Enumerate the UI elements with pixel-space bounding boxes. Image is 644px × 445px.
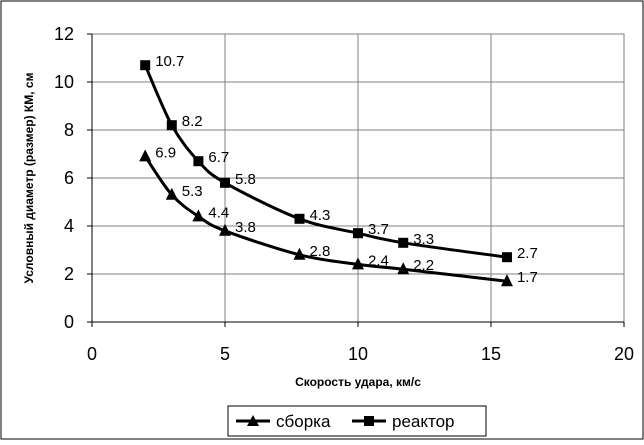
x-tick-label: 10	[348, 344, 368, 364]
data-point-square	[220, 177, 230, 188]
data-label-assembly: 2.4	[368, 252, 389, 269]
data-label-assembly: 1.7	[517, 269, 538, 286]
data-label-assembly: 2.8	[309, 243, 330, 260]
y-tick-label: 2	[64, 264, 74, 284]
data-label-assembly: 5.3	[182, 183, 203, 200]
x-tick-label: 20	[614, 344, 634, 364]
x-tick-label: 15	[481, 344, 501, 364]
data-point-square	[398, 237, 409, 248]
data-point-triangle	[192, 209, 205, 222]
y-tick-label: 6	[64, 168, 74, 188]
legend: сборка реактор	[227, 405, 487, 437]
data-label-assembly: 4.4	[208, 204, 229, 221]
y-axis-title: Условный диаметр (размер) КМ, см	[22, 72, 36, 283]
data-point-triangle	[293, 247, 306, 260]
x-tick-label: 5	[220, 344, 230, 364]
data-label-assembly: 2.2	[413, 257, 434, 274]
data-label-reactor: 5.8	[235, 171, 256, 188]
y-tick-label: 10	[54, 72, 74, 92]
data-point-square	[193, 156, 204, 167]
legend-marker-square	[364, 416, 374, 426]
data-point-triangle	[397, 262, 410, 275]
data-point-triangle	[139, 149, 152, 162]
data-label-assembly: 3.8	[235, 219, 256, 236]
y-tick-label: 4	[64, 216, 74, 236]
data-point-triangle	[500, 274, 513, 287]
data-label-reactor: 4.3	[309, 207, 330, 224]
data-point-triangle	[219, 223, 231, 236]
y-tick-label: 8	[64, 120, 74, 140]
axes: 0 5 10 15 20 0 2 4 6 8 10 12	[54, 24, 634, 364]
data-labels: 6.9 5.3 4.4 3.8 2.8 2.4 2.2 1.7 10.7 8.2 6.7 5.8 4.3…	[155, 53, 538, 286]
legend-marker-triangle	[247, 415, 259, 426]
data-point-triangle	[165, 187, 178, 200]
gridlines	[92, 34, 624, 322]
data-point-square	[294, 213, 305, 224]
data-label-reactor: 2.7	[517, 245, 538, 262]
legend-label-reactor: реактор	[392, 412, 455, 431]
legend-label-assembly: сборка	[276, 412, 331, 431]
data-label-assembly: 6.9	[155, 144, 176, 161]
data-point-square	[140, 60, 151, 71]
data-label-reactor: 3.7	[368, 221, 389, 238]
data-point-triangle	[352, 257, 364, 270]
x-axis-title: Скорость удара, км/с	[295, 375, 421, 389]
x-tick-label: 0	[87, 344, 97, 364]
series-group	[139, 60, 513, 287]
y-tick-label: 0	[64, 312, 74, 332]
data-point-square	[501, 252, 512, 263]
data-point-square	[166, 120, 177, 131]
data-point-square	[353, 228, 363, 239]
y-tick-label: 12	[54, 24, 74, 44]
data-label-reactor: 8.2	[182, 113, 203, 130]
data-label-reactor: 6.7	[208, 149, 229, 166]
data-label-reactor: 3.3	[413, 231, 434, 248]
data-label-reactor: 10.7	[155, 53, 184, 70]
